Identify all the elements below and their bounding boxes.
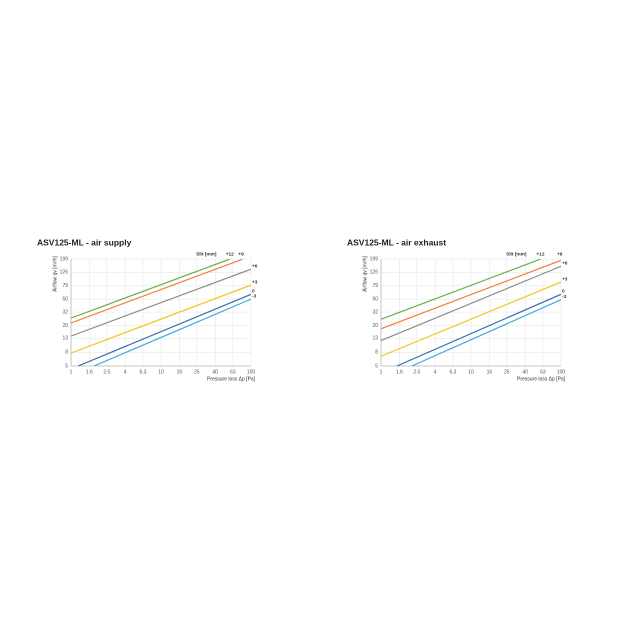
y-tick-label: 126 xyxy=(60,270,69,276)
series-line xyxy=(71,259,243,324)
series-line xyxy=(93,298,251,366)
x-tick-label: 6.3 xyxy=(139,369,146,375)
x-tick-label: 16 xyxy=(487,369,493,375)
x-tick-label: 2.5 xyxy=(413,369,420,375)
series-label: +12 xyxy=(536,251,544,257)
chart: ASV125-ML - air exhaust 5 8 13 20 32 50 79 126 19… xyxy=(347,237,568,382)
x-tick-label: 1 xyxy=(380,369,383,375)
x-tick-label: 100 xyxy=(247,369,256,375)
chart-title: ASV125-ML - air exhaust xyxy=(347,237,446,247)
x-tick-label: 10 xyxy=(158,369,164,375)
series-label: -3 xyxy=(562,294,567,300)
y-tick-label: 13 xyxy=(62,336,68,342)
series-label: +9 xyxy=(557,251,563,257)
y-tick-label: 126 xyxy=(370,270,379,276)
series-label: +3 xyxy=(562,276,568,282)
y-tick-label: 199 xyxy=(60,256,69,262)
series-line xyxy=(381,281,561,357)
y-tick-label: 50 xyxy=(62,296,68,302)
y-tick-label: 79 xyxy=(62,283,68,289)
series-label: +12 xyxy=(226,251,234,257)
series-line xyxy=(71,268,251,337)
x-tick-label: 10 xyxy=(468,369,474,375)
x-tick-label: 6.3 xyxy=(449,369,456,375)
x-tick-label: 100 xyxy=(557,369,566,375)
y-axis-label: Airflow qv [m³/h] xyxy=(362,255,368,291)
series-line xyxy=(396,293,561,366)
series-line xyxy=(411,299,561,366)
series-line xyxy=(71,259,230,319)
y-tick-label: 13 xyxy=(372,336,378,342)
series-label: +9 xyxy=(238,251,244,257)
legend-title: Slit [mm] xyxy=(196,251,217,257)
series-label: 0 xyxy=(252,289,255,295)
y-tick-label: 5 xyxy=(375,363,378,369)
x-tick-label: 63 xyxy=(230,369,236,375)
chart: ASV125-ML - air supply 5 8 13 20 32 50 79 126 199… xyxy=(37,237,258,382)
x-tick-label: 16 xyxy=(177,369,183,375)
y-tick-label: 20 xyxy=(372,323,378,329)
x-axis-label: Pressure loss Δp [Pa] xyxy=(517,376,566,382)
x-tick-label: 40 xyxy=(522,369,528,375)
x-tick-label: 25 xyxy=(504,369,510,375)
y-tick-label: 32 xyxy=(372,309,378,315)
x-tick-label: 4 xyxy=(434,369,437,375)
y-tick-label: 199 xyxy=(370,256,379,262)
y-tick-label: 20 xyxy=(62,323,68,329)
y-tick-label: 5 xyxy=(65,363,68,369)
x-tick-label: 2.5 xyxy=(103,369,110,375)
series-line xyxy=(381,259,541,320)
x-tick-label: 1 xyxy=(70,369,73,375)
x-tick-label: 1.6 xyxy=(396,369,403,375)
series-line xyxy=(77,293,251,366)
x-axis-label: Pressure loss Δp [Pa] xyxy=(207,376,256,382)
series-line xyxy=(381,259,561,330)
y-tick-label: 32 xyxy=(62,309,68,315)
x-tick-label: 40 xyxy=(212,369,218,375)
series-label: +6 xyxy=(562,261,568,267)
x-tick-label: 1.6 xyxy=(86,369,93,375)
series-line xyxy=(71,284,251,354)
series-line xyxy=(381,265,561,342)
x-tick-label: 25 xyxy=(194,369,200,375)
x-tick-label: 63 xyxy=(540,369,546,375)
y-axis-label: Airflow qv [m³/h] xyxy=(52,255,58,291)
x-tick-label: 4 xyxy=(124,369,127,375)
series-label: +3 xyxy=(252,279,258,285)
chart-title: ASV125-ML - air supply xyxy=(37,237,132,247)
y-tick-label: 8 xyxy=(65,350,68,356)
y-tick-label: 50 xyxy=(372,296,378,302)
y-tick-label: 8 xyxy=(375,350,378,356)
y-tick-label: 79 xyxy=(372,283,378,289)
series-label: -3 xyxy=(252,293,257,299)
series-label: 0 xyxy=(562,289,565,295)
legend-title: Slit [mm] xyxy=(506,251,527,257)
series-label: +6 xyxy=(252,263,258,269)
